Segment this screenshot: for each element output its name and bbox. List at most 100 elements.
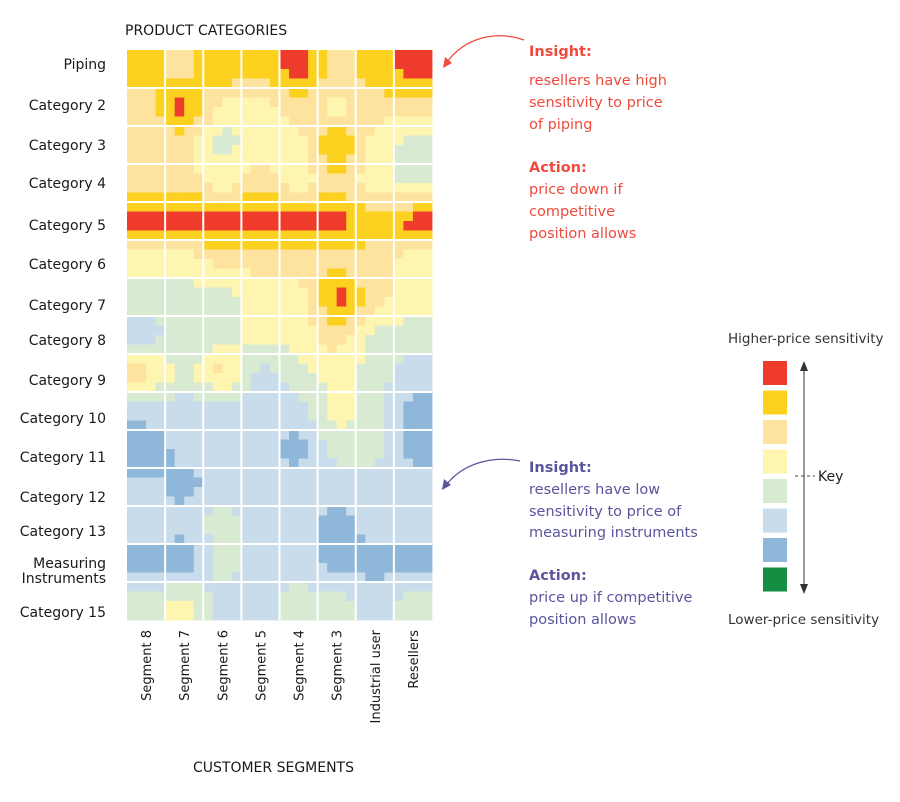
heatmap-subcell (165, 553, 176, 564)
heatmap-subcell (231, 126, 242, 136)
heatmap-cell (203, 278, 242, 317)
heatmap-subcell (336, 420, 347, 431)
heatmap-subcell (250, 430, 261, 440)
heatmap-subcell (346, 373, 357, 383)
heatmap-subcell (365, 202, 376, 212)
heatmap-subcell (136, 553, 147, 564)
heatmap-subcell (174, 297, 185, 307)
heatmap-subcell (336, 173, 347, 184)
heatmap-subcell (412, 515, 423, 526)
heatmap-subcell (403, 525, 414, 535)
heatmap-subcell (346, 268, 357, 279)
heatmap-subcell (374, 591, 385, 602)
legend-key-label: Key (818, 469, 843, 485)
heatmap-subcell (412, 335, 423, 345)
heatmap-cell (317, 50, 357, 89)
heatmap-cell (165, 582, 204, 621)
heatmap-subcell (165, 534, 176, 545)
heatmap-subcell (346, 544, 357, 554)
heatmap-subcell (127, 116, 137, 127)
heatmap-subcell (365, 525, 376, 535)
heatmap-subcell (155, 382, 166, 393)
heatmap-subcell (403, 553, 414, 564)
heatmap-subcell (403, 278, 414, 288)
heatmap-subcell (289, 173, 299, 184)
heatmap-subcell (308, 468, 319, 478)
heatmap-subcell (403, 221, 414, 231)
heatmap-subcell (174, 572, 185, 583)
heatmap-subcell (260, 316, 271, 326)
heatmap-subcell (308, 487, 319, 497)
heatmap-cell (393, 582, 433, 621)
heatmap-subcell (184, 183, 195, 193)
heatmap-subcell (393, 107, 404, 117)
heatmap-subcell (165, 525, 176, 535)
heatmap-subcell (403, 515, 414, 526)
heatmap-subcell (269, 344, 280, 355)
heatmap-subcell (146, 487, 156, 497)
heatmap-subcell (327, 154, 338, 165)
heatmap-subcell (250, 230, 261, 241)
heatmap-subcell (308, 525, 319, 535)
heatmap-subcell (231, 496, 242, 507)
heatmap-subcell (136, 202, 147, 212)
heatmap-subcell (355, 297, 366, 307)
heatmap-subcell (279, 496, 290, 507)
heatmap-subcell (327, 192, 338, 203)
heatmap-subcell (193, 211, 204, 222)
heatmap-subcell (212, 107, 223, 117)
heatmap-subcell (374, 582, 385, 592)
heatmap-subcell (308, 211, 319, 222)
heatmap-subcell (193, 297, 204, 307)
row-label: Category 8 (29, 333, 106, 349)
heatmap-subcell (155, 601, 166, 611)
heatmap-subcell (222, 525, 233, 535)
heatmap-subcell (393, 506, 404, 516)
heatmap-cell (241, 164, 280, 203)
heatmap-subcell (250, 268, 261, 279)
heatmap-subcell (184, 154, 195, 165)
heatmap-subcell (289, 297, 299, 307)
heatmap-subcell (317, 458, 328, 469)
heatmap-subcell (365, 496, 376, 507)
heatmap-subcell (136, 50, 147, 60)
heatmap-subcell (365, 468, 376, 478)
heatmap-cell (355, 430, 395, 469)
heatmap-subcell (146, 430, 156, 440)
heatmap-subcell (308, 249, 319, 260)
heatmap-subcell (384, 116, 395, 127)
heatmap-subcell (355, 525, 366, 535)
heatmap-subcell (374, 487, 385, 497)
heatmap-subcell (174, 354, 185, 364)
heatmap-subcell (193, 363, 204, 374)
heatmap-subcell (127, 354, 137, 364)
heatmap-subcell (317, 392, 328, 402)
heatmap-subcell (174, 392, 185, 402)
heatmap-subcell (384, 316, 395, 326)
heatmap-subcell (269, 164, 280, 174)
heatmap-subcell (298, 249, 309, 260)
heatmap-subcell (222, 88, 233, 98)
heatmap-subcell (355, 477, 366, 488)
heatmap-subcell (250, 192, 261, 203)
heatmap-subcell (317, 154, 328, 165)
heatmap-subcell (355, 240, 366, 250)
heatmap-subcell (317, 145, 328, 155)
heatmap-subcell (327, 259, 338, 269)
heatmap-subcell (203, 439, 214, 450)
heatmap-subcell (184, 88, 195, 98)
heatmap-subcell (308, 553, 319, 564)
heatmap-subcell (241, 107, 252, 117)
heatmap-subcell (203, 392, 214, 402)
heatmap-subcell (336, 572, 347, 583)
heatmap-subcell (298, 354, 309, 364)
heatmap-subcell (336, 287, 347, 298)
heatmap-subcell (355, 316, 366, 326)
heatmap-subcell (155, 325, 166, 336)
heatmap-subcell (127, 382, 137, 393)
heatmap-subcell (222, 230, 233, 241)
heatmap-subcell (127, 344, 137, 355)
heatmap-subcell (422, 240, 433, 250)
heatmap-subcell (250, 202, 261, 212)
heatmap-subcell (231, 506, 242, 516)
